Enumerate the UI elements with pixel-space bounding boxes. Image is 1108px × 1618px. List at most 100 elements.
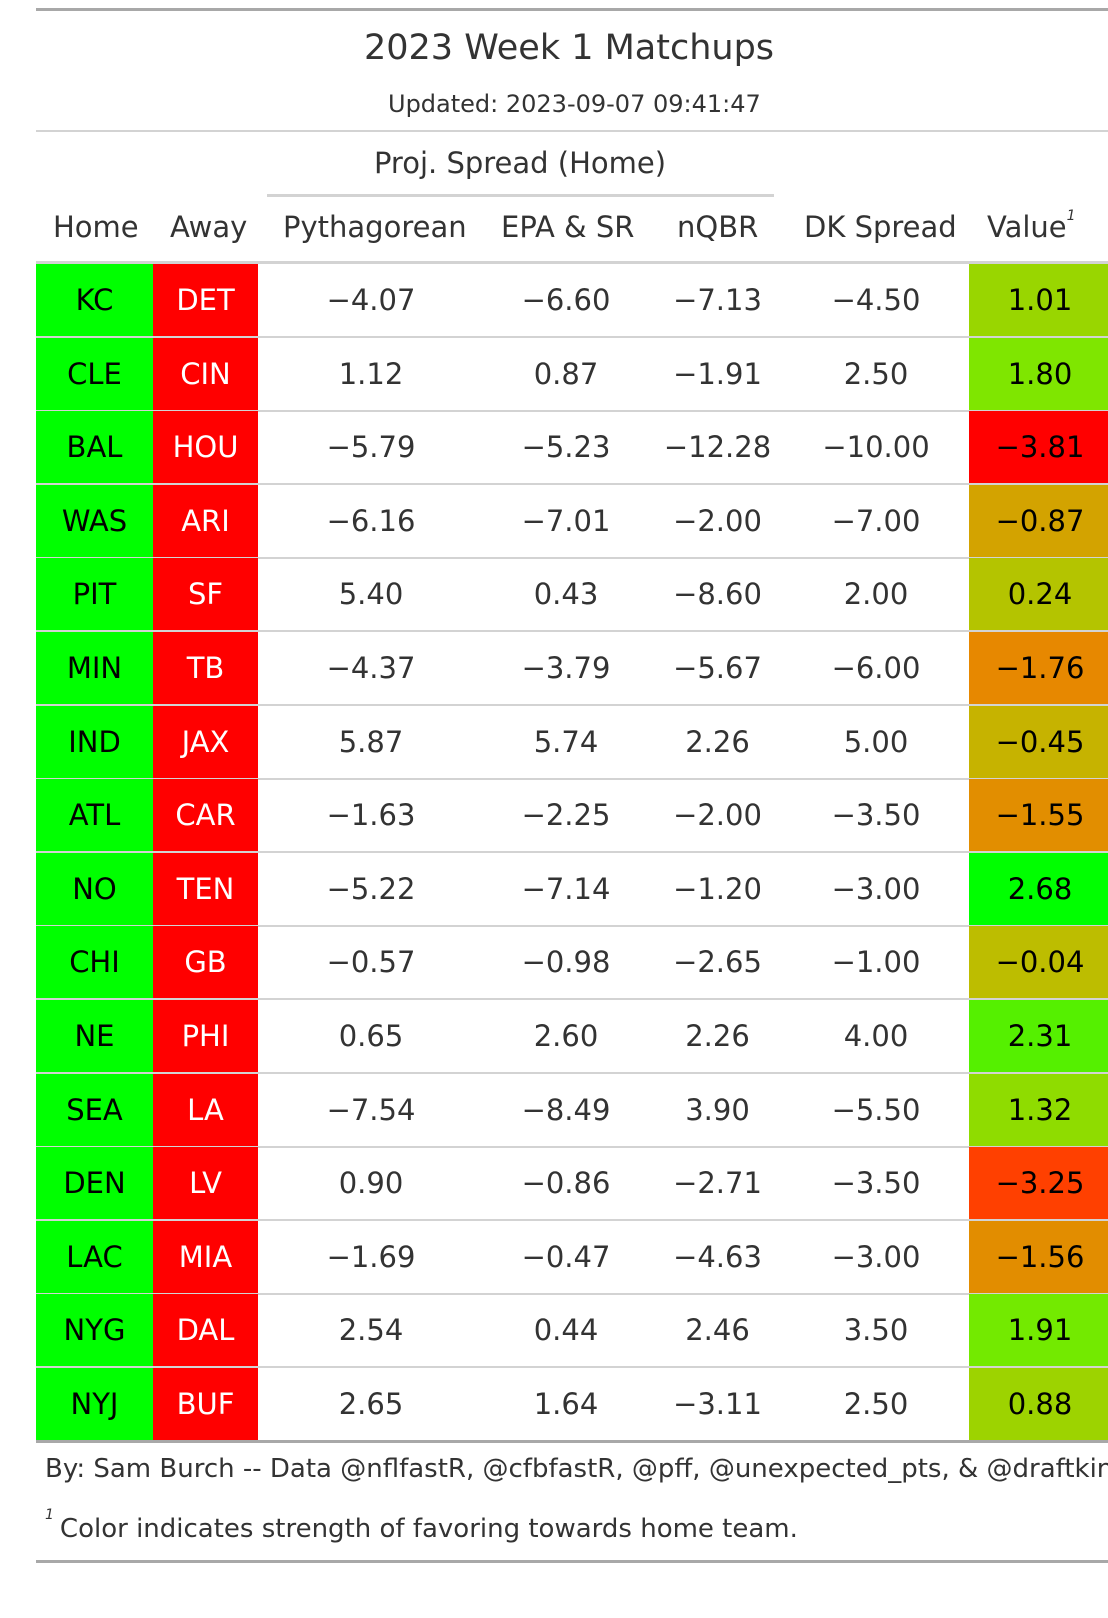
- cell-pythagorean: 5.87: [338, 724, 404, 759]
- cell-dk-spread: 3.50: [843, 1313, 909, 1348]
- cell-dk-spread: −7.00: [831, 503, 921, 538]
- cell-nqbr: −2.71: [673, 1166, 762, 1201]
- cell-value: −3.81: [969, 411, 1108, 484]
- column-header-epa-sr: EPA & SR: [501, 210, 635, 244]
- column-header-dk-spread: DK Spread: [804, 210, 957, 244]
- cell-epa-sr: −0.98: [521, 945, 611, 980]
- cell-pythagorean: −0.57: [326, 945, 416, 980]
- cell-nqbr: −5.67: [673, 651, 762, 685]
- table-row: ATL CAR −1.63 −2.25 −2.00 −3.50 −1.55: [36, 779, 1108, 854]
- cell-dk-spread: −5.50: [831, 1092, 921, 1127]
- spanner-label: Proj. Spread (Home): [373, 146, 667, 180]
- cell-pythagorean: −1.69: [326, 1239, 416, 1274]
- cell-home: NYG: [36, 1294, 153, 1367]
- table-row: LAC MIA −1.69 −0.47 −4.63 −3.00 −1.56: [36, 1220, 1108, 1295]
- cell-dk-spread: −1.00: [831, 945, 921, 980]
- cell-value: 1.01: [969, 264, 1108, 336]
- column-header-pythagorean: Pythagorean: [283, 210, 467, 244]
- cell-value: 2.68: [969, 852, 1108, 925]
- table-row: PIT SF 5.40 0.43 −8.60 2.00 0.24: [36, 558, 1108, 633]
- cell-nqbr: 2.26: [685, 724, 750, 759]
- cell-home: WAS: [36, 484, 153, 557]
- cell-pythagorean: 2.65: [338, 1387, 404, 1421]
- table-row: KC DET −4.07 −6.60 −7.13 −4.50 1.01: [36, 264, 1108, 338]
- cell-epa-sr: −8.49: [521, 1092, 611, 1127]
- cell-value: 0.24: [969, 558, 1108, 631]
- cell-home: DEN: [36, 1147, 153, 1220]
- cell-home: KC: [36, 264, 153, 336]
- cell-away: DET: [153, 264, 258, 336]
- spanner-rule: [267, 194, 774, 197]
- cell-away: DAL: [153, 1294, 258, 1367]
- cell-home: NO: [36, 852, 153, 925]
- cell-dk-spread: −6.00: [831, 651, 921, 685]
- cell-epa-sr: −0.47: [521, 1239, 611, 1274]
- table-row: NE PHI 0.65 2.60 2.26 4.00 2.31: [36, 1000, 1108, 1074]
- cell-value: −0.45: [969, 705, 1108, 778]
- table-subtitle: Updated: 2023-09-07 09:41:47: [388, 90, 761, 118]
- cell-epa-sr: −7.14: [521, 871, 611, 906]
- table-row: SEA LA −7.54 −8.49 3.90 −5.50 1.32: [36, 1073, 1108, 1148]
- cell-dk-spread: −10.00: [822, 430, 930, 465]
- cell-epa-sr: 5.74: [533, 724, 599, 759]
- cell-pythagorean: −5.22: [326, 871, 416, 906]
- cell-dk-spread: −3.00: [831, 871, 921, 906]
- table-row: NO TEN −5.22 −7.14 −1.20 −3.00 2.68: [36, 852, 1108, 927]
- cell-value: −1.56: [969, 1220, 1108, 1293]
- cell-value: −3.25: [969, 1147, 1108, 1220]
- cell-pythagorean: −7.54: [326, 1092, 416, 1127]
- cell-home: PIT: [36, 558, 153, 631]
- column-header-away: Away: [170, 210, 248, 244]
- cell-epa-sr: 0.87: [533, 356, 599, 391]
- footnote-mark: 1: [45, 1507, 54, 1524]
- cell-nqbr: −4.63: [673, 1239, 762, 1274]
- cell-away: LA: [153, 1073, 258, 1146]
- cell-epa-sr: 2.60: [533, 1019, 599, 1053]
- table-row: DEN LV 0.90 −0.86 −2.71 −3.50 −3.25: [36, 1147, 1108, 1222]
- column-header-home: Home: [53, 210, 139, 244]
- cell-pythagorean: −4.37: [326, 651, 416, 685]
- table-row: NYG DAL 2.54 0.44 2.46 3.50 1.91: [36, 1294, 1108, 1369]
- cell-nqbr: −8.60: [673, 577, 762, 612]
- heading-rule: [36, 130, 1108, 132]
- cell-away: ARI: [153, 484, 258, 557]
- cell-away: BUF: [153, 1368, 258, 1440]
- value-footnote-mark: 1: [1066, 208, 1076, 225]
- cell-nqbr: 2.46: [685, 1313, 750, 1348]
- column-header-nqbr: nQBR: [677, 210, 759, 244]
- cell-pythagorean: 0.65: [338, 1019, 404, 1053]
- cell-dk-spread: −3.50: [831, 798, 921, 833]
- cell-pythagorean: −6.16: [326, 503, 416, 538]
- cell-pythagorean: 2.54: [338, 1313, 404, 1348]
- cell-epa-sr: −5.23: [521, 430, 611, 465]
- cell-home: IND: [36, 705, 153, 778]
- cell-home: NE: [36, 1000, 153, 1072]
- cell-dk-spread: 4.00: [843, 1019, 909, 1053]
- table-row: WAS ARI −6.16 −7.01 −2.00 −7.00 −0.87: [36, 484, 1108, 559]
- cell-value: 1.91: [969, 1294, 1108, 1367]
- cell-epa-sr: −7.01: [521, 503, 611, 538]
- cell-away: TB: [153, 632, 258, 704]
- table-row: MIN TB −4.37 −3.79 −5.67 −6.00 −1.76: [36, 632, 1108, 706]
- cell-pythagorean: 5.40: [338, 577, 404, 612]
- cell-pythagorean: −4.07: [326, 283, 416, 317]
- cell-away: SF: [153, 558, 258, 631]
- cell-away: HOU: [153, 411, 258, 484]
- cell-home: CLE: [36, 337, 153, 410]
- cell-nqbr: −2.00: [673, 503, 762, 538]
- footnote-text: Color indicates strength of favoring tow…: [59, 1514, 798, 1544]
- table-row: BAL HOU −5.79 −5.23 −12.28 −10.00 −3.81: [36, 411, 1108, 486]
- column-header-value: Value1: [987, 208, 1076, 244]
- cell-value: 2.31: [969, 1000, 1108, 1072]
- cell-epa-sr: 0.44: [533, 1313, 599, 1348]
- cell-epa-sr: −0.86: [521, 1166, 611, 1201]
- cell-nqbr: −2.65: [673, 945, 762, 980]
- table-end-rule: [36, 1560, 1108, 1563]
- cell-epa-sr: 0.43: [533, 577, 599, 612]
- cell-epa-sr: 1.64: [533, 1387, 599, 1421]
- cell-value: 1.80: [969, 337, 1108, 410]
- header-rule: [36, 261, 1108, 264]
- cell-dk-spread: −3.50: [831, 1166, 921, 1201]
- table-row: NYJ BUF 2.65 1.64 −3.11 2.50 0.88: [36, 1368, 1108, 1442]
- cell-value: −1.76: [969, 632, 1108, 704]
